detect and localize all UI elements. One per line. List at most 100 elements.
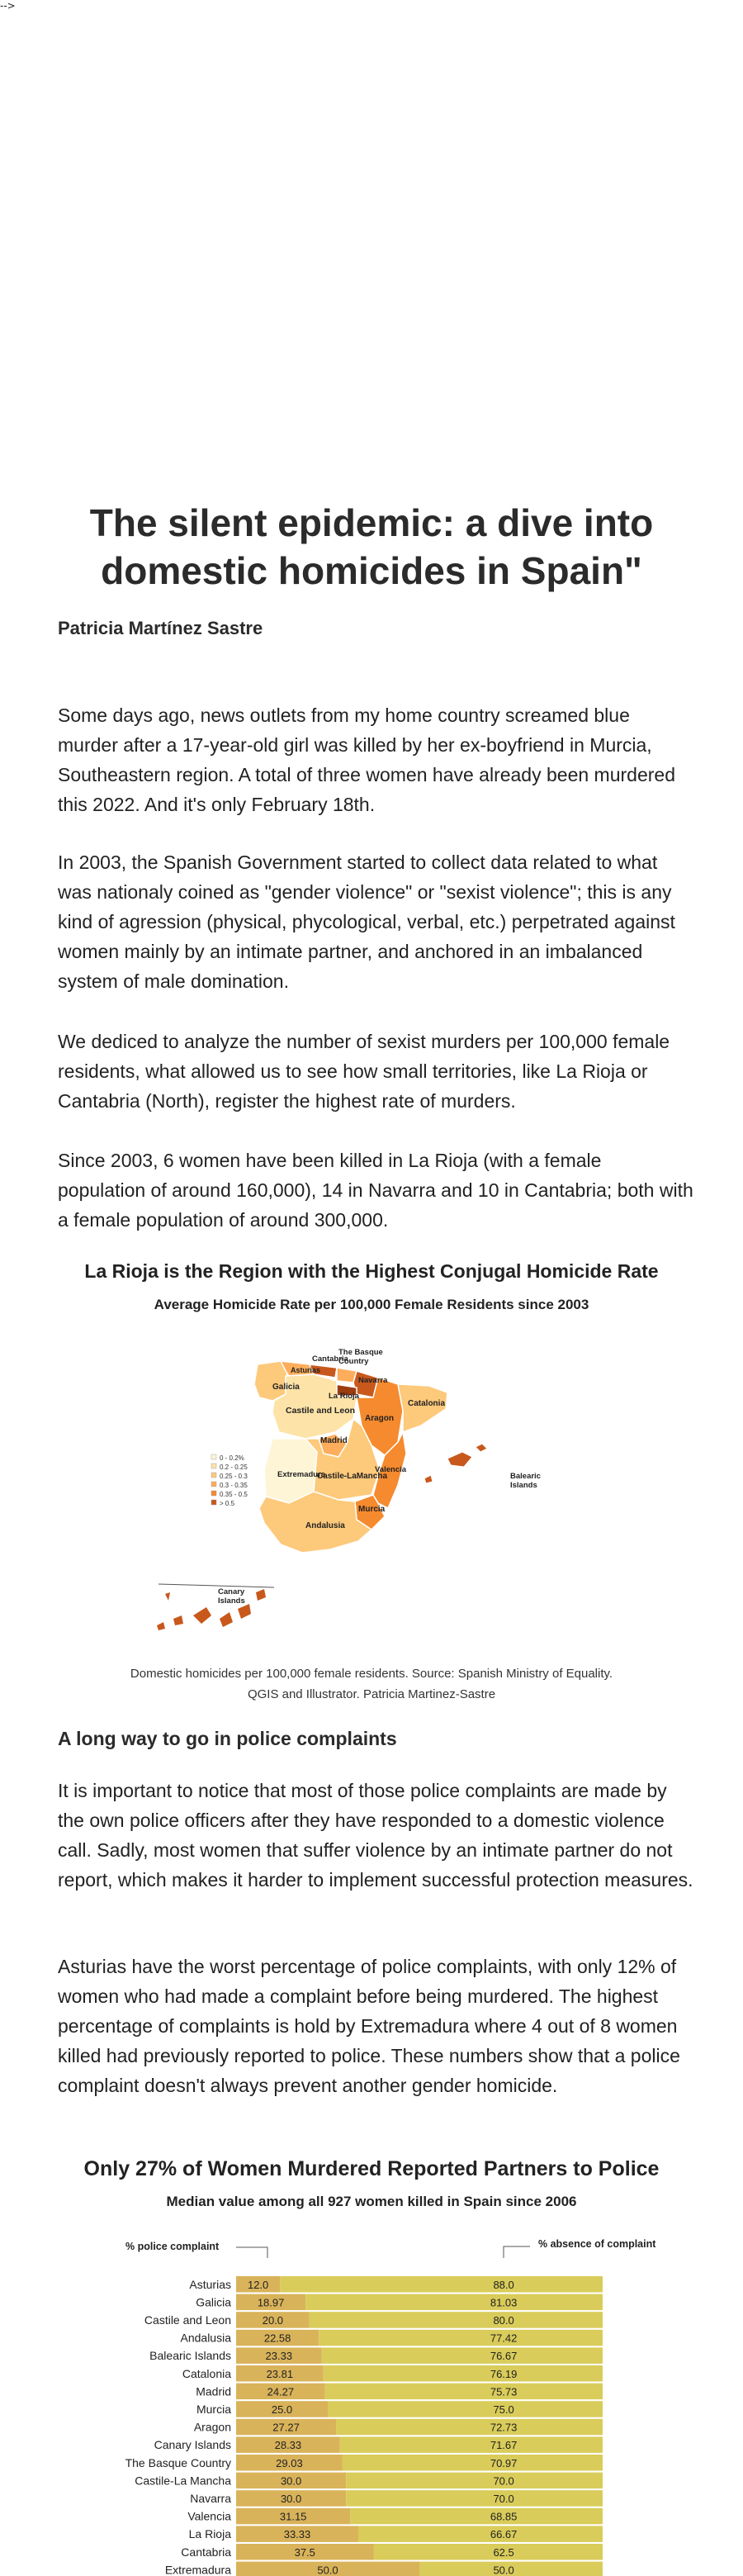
label-galicia: Galicia [272, 1383, 300, 1392]
bar-complaint [236, 2418, 337, 2436]
category-label: Asturias [189, 2278, 231, 2291]
absence-value-label: 81.03 [490, 2296, 518, 2308]
region-canary-2 [173, 1615, 183, 1625]
bar-absence [309, 2312, 603, 2328]
complaint-value-label: 28.33 [275, 2439, 302, 2451]
label-catalonia: Catalonia [408, 1399, 445, 1408]
category-label: Galicia [196, 2295, 231, 2308]
legend-swatch-5 [211, 1499, 217, 1506]
label-basque-line2: Country [338, 1357, 369, 1366]
stray-comment-text: --> [0, 0, 16, 12]
bar-absence [373, 2544, 603, 2560]
category-label: Madrid [196, 2384, 231, 2398]
complaint-value-label: 30.0 [281, 2474, 301, 2487]
article-author: Patricia Martínez Sastre [58, 618, 263, 638]
region-canary-1 [157, 1622, 165, 1630]
intro-paragraph-1: Some days ago, news outlets from my home… [58, 704, 675, 815]
bar-absence [280, 2276, 603, 2293]
absence-value-label: 70.0 [493, 2493, 513, 2505]
category-label: Extremadura [165, 2563, 231, 2576]
label-balearic-line2: Islands [510, 1481, 537, 1490]
region-balearic-islands-minor [475, 1443, 488, 1453]
label-basque-line1: The Basque [338, 1348, 383, 1357]
category-label: Canary Islands [154, 2438, 231, 2451]
bar-complaint [236, 2294, 306, 2311]
region-canary-7 [165, 1592, 170, 1601]
bar-chart-title: Only 27% of Women Murdered Reported Part… [83, 2157, 660, 2180]
label-castile-leon: Castile and Leon [286, 1406, 355, 1416]
complaint-value-label: 12.0 [248, 2279, 268, 2291]
absence-value-label: 71.67 [490, 2439, 518, 2451]
absence-value-label: 76.67 [490, 2350, 518, 2362]
bar-complaint [236, 2347, 322, 2364]
absence-value-label: 75.73 [490, 2385, 518, 2398]
legend-label-5: > 0.5 [220, 1500, 235, 1507]
bar-absence [342, 2455, 603, 2471]
bar-complaint [236, 2472, 347, 2489]
category-label: Andalusia [181, 2332, 232, 2345]
category-label: Cantabria [181, 2545, 231, 2559]
bar-absence [319, 2329, 603, 2346]
article-title: The silent epidemic: a dive into domesti… [89, 501, 654, 592]
bar-series-group: Asturias 12.0 88.0 Galicia 18.97 81.03 Castile… [125, 2276, 603, 2576]
label-canary-line1: Canary [218, 1587, 245, 1596]
bar-absence [419, 2561, 603, 2576]
map-caption-line2: QGIS and Illustrator. Patricia Martinez-… [247, 1687, 496, 1701]
intro-paragraph-3: We dediced to analyze the number of sexi… [58, 1031, 670, 1112]
legend-swatch-2 [211, 1472, 217, 1478]
complaint-value-label: 31.15 [280, 2511, 307, 2523]
section-heading-police: A long way to go in police complaints [58, 1728, 397, 1749]
legend-swatch-0 [211, 1454, 217, 1460]
absence-value-label: 72.73 [490, 2422, 518, 2434]
category-label: The Basque Country [125, 2456, 231, 2469]
bar-absence [305, 2294, 603, 2311]
complaint-value-label: 25.0 [272, 2403, 292, 2416]
bar-complaint [236, 2312, 310, 2328]
label-andalusia: Andalusia [305, 1521, 345, 1530]
legend-swatch-1 [211, 1463, 217, 1469]
right-axis-label: % absence of complaint [538, 2238, 656, 2250]
complaint-value-label: 50.0 [317, 2564, 338, 2576]
complaint-value-label: 20.0 [263, 2314, 283, 2327]
complaint-value-label: 33.33 [284, 2528, 311, 2540]
bar-absence [350, 2507, 603, 2525]
region-canary-3 [193, 1607, 211, 1624]
map-title: La Rioja is the Region with the Highest … [84, 1260, 659, 1282]
bar-absence [346, 2490, 603, 2507]
bar-complaint [236, 2455, 343, 2471]
legend-label-4: 0.35 - 0.5 [220, 1491, 248, 1498]
label-basque: The Basque Country [338, 1348, 386, 1366]
region-balearic-islands [447, 1451, 473, 1468]
complaint-value-label: 30.0 [281, 2493, 301, 2505]
spain-choropleth-map: Galicia Asturias Cantabria The Basque Co… [157, 1348, 541, 1630]
legend-label-0: 0 - 0.2% [220, 1454, 244, 1462]
absence-value-label: 77.42 [490, 2332, 518, 2345]
label-navarra: Navarra [358, 1376, 388, 1385]
label-canary-line2: Islands [218, 1596, 245, 1606]
complaint-bar-chart: % police complaint % absence of complain… [125, 2238, 656, 2576]
map-subtitle: Average Homicide Rate per 100,000 Female… [154, 1297, 589, 1312]
category-label: Balearic Islands [149, 2349, 231, 2362]
bar-absence [357, 2526, 603, 2542]
label-balearic-line1: Balearic [510, 1472, 541, 1481]
category-label: Castile-La Mancha [135, 2474, 231, 2487]
bar-absence [339, 2436, 603, 2453]
bar-complaint [236, 2490, 347, 2507]
intro-paragraph-4: Since 2003, 6 women have been killed in … [58, 1150, 693, 1231]
label-canary: Canary Islands [218, 1587, 247, 1606]
bar-complaint [236, 2365, 324, 2382]
absence-value-label: 66.67 [490, 2528, 518, 2540]
absence-value-label: 62.5 [493, 2546, 513, 2559]
bar-complaint [236, 2383, 325, 2400]
region-navarra [353, 1370, 379, 1398]
canary-inset-line [158, 1583, 275, 1588]
absence-value-label: 80.0 [493, 2314, 513, 2327]
label-aragon: Aragon [365, 1414, 394, 1423]
bar-complaint [236, 2561, 419, 2576]
category-label: Valencia [187, 2510, 231, 2523]
category-label: Castile and Leon [144, 2313, 231, 2327]
map-caption-line1: Domestic homicides per 100,000 female re… [130, 1667, 613, 1681]
complaint-value-label: 37.5 [295, 2546, 315, 2559]
left-label-bracket [236, 2246, 268, 2258]
label-extremadura: Extremadura [277, 1470, 326, 1479]
